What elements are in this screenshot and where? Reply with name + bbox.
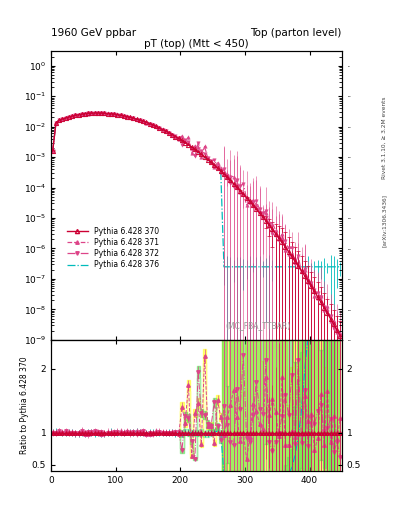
Text: (MC_FBA_TTBAR): (MC_FBA_TTBAR) bbox=[226, 322, 291, 330]
Legend: Pythia 6.428 370, Pythia 6.428 371, Pythia 6.428 372, Pythia 6.428 376: Pythia 6.428 370, Pythia 6.428 371, Pyth… bbox=[64, 224, 162, 272]
Text: Top (parton level): Top (parton level) bbox=[250, 28, 342, 38]
Text: 1960 GeV ppbar: 1960 GeV ppbar bbox=[51, 28, 136, 38]
Text: Rivet 3.1.10, ≥ 3.2M events: Rivet 3.1.10, ≥ 3.2M events bbox=[382, 97, 387, 180]
Title: pT (top) (Mtt < 450): pT (top) (Mtt < 450) bbox=[144, 39, 249, 49]
Y-axis label: Ratio to Pythia 6.428 370: Ratio to Pythia 6.428 370 bbox=[20, 357, 29, 454]
Text: [arXiv:1306.3436]: [arXiv:1306.3436] bbox=[382, 194, 387, 247]
